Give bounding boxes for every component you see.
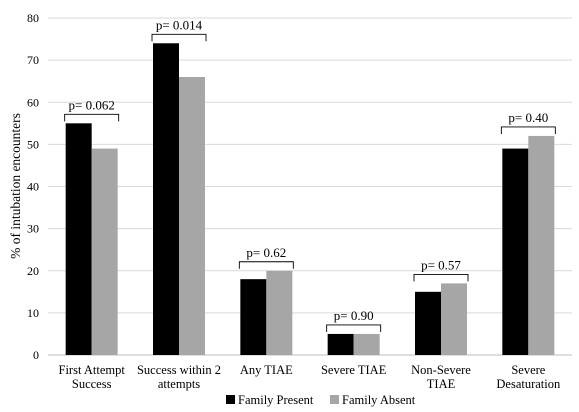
x-category-label: Desaturation — [496, 377, 561, 391]
bar-family-absent — [91, 148, 118, 355]
p-value-label: p= 0.40 — [508, 110, 548, 125]
y-tick-label: 10 — [27, 306, 39, 320]
x-category-label: Severe TIAE — [321, 363, 387, 377]
y-tick-label: 70 — [27, 53, 39, 67]
legend-label: Family Present — [238, 393, 314, 407]
significance-bracket — [500, 126, 556, 134]
p-value-label: p= 0.062 — [68, 97, 114, 112]
legend-swatch — [330, 395, 339, 404]
x-category-label: attempts — [158, 377, 200, 391]
legend-label: Family Absent — [342, 393, 416, 407]
bar-family-present — [327, 333, 354, 355]
significance-bracket — [326, 324, 382, 332]
y-axis-label: % of intubation encounters — [8, 113, 23, 259]
bar-family-absent — [353, 333, 380, 355]
y-tick-label: 20 — [27, 264, 39, 278]
bar-family-absent — [441, 283, 467, 355]
y-tick-label: 40 — [27, 180, 39, 194]
x-category-label: Non-Severe — [411, 363, 471, 377]
x-category-label: Severe — [511, 363, 545, 377]
legend: Family Present Family Absent — [226, 393, 416, 407]
bar-family-absent — [266, 270, 293, 355]
bar-family-present — [502, 148, 529, 355]
p-value-label: p= 0.014 — [156, 17, 203, 32]
y-tick-label: 30 — [27, 222, 39, 236]
p-value-label: p= 0.57 — [421, 257, 461, 272]
y-tick-label: 0 — [33, 348, 39, 362]
x-category-label: TIAE — [427, 377, 456, 391]
bar-family-present — [240, 279, 267, 355]
significance-bracket — [151, 33, 207, 42]
legend-swatch — [226, 395, 235, 404]
y-axis-ticks: 0 10 20 30 40 50 60 70 80 — [27, 11, 39, 362]
p-value-label: p= 0.62 — [246, 245, 286, 260]
y-tick-label: 50 — [27, 137, 39, 151]
bar-family-present — [415, 291, 441, 355]
bars — [65, 43, 555, 356]
bar-family-present — [65, 123, 92, 355]
y-tick-label: 80 — [27, 11, 39, 25]
bar-family-present — [153, 43, 179, 356]
bar-family-absent — [528, 135, 555, 355]
bar-family-absent — [179, 76, 205, 355]
significance-brackets: p= 0.062 p= 0.014 p= 0.62 p= 0.90 p= 0.57 p= … — [64, 17, 556, 332]
significance-bracket — [413, 273, 469, 282]
gridlines — [48, 17, 572, 356]
x-category-label: Success — [72, 377, 112, 391]
significance-bracket — [64, 113, 120, 122]
x-category-label: Any TIAE — [240, 363, 293, 377]
x-category-label: First Attempt — [59, 363, 126, 377]
x-category-label: Success within 2 — [137, 363, 221, 377]
y-tick-label: 60 — [27, 95, 39, 109]
significance-bracket — [238, 261, 294, 269]
p-value-label: p= 0.90 — [334, 308, 374, 323]
